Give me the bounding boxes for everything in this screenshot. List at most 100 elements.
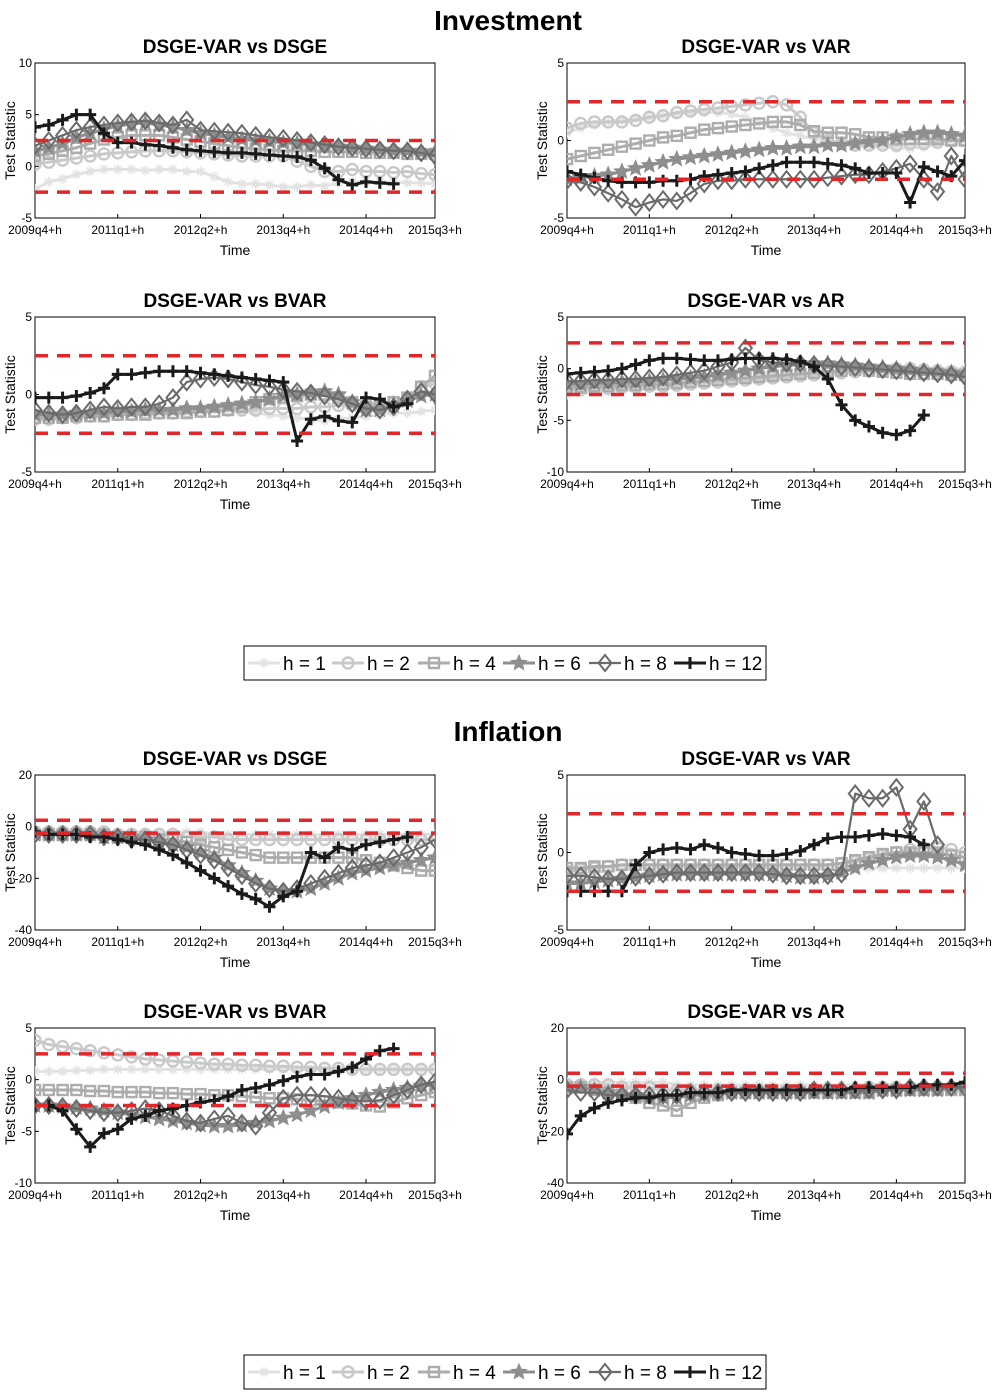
data-point xyxy=(832,135,851,153)
data-point xyxy=(574,168,587,181)
data-point xyxy=(84,386,97,399)
y-tick-label: 10 xyxy=(19,56,33,70)
data-point xyxy=(84,1140,97,1153)
series-h8 xyxy=(567,777,946,889)
data-point xyxy=(372,400,388,420)
data-point xyxy=(345,162,359,177)
data-point xyxy=(316,868,333,888)
data-point xyxy=(277,150,290,162)
data-point xyxy=(181,166,192,177)
legend-marker xyxy=(597,1362,613,1382)
data-point xyxy=(862,420,875,433)
data-point xyxy=(110,1103,126,1123)
data-point xyxy=(753,162,766,175)
data-point xyxy=(123,112,140,132)
legend-marker xyxy=(341,1365,355,1379)
data-point xyxy=(360,391,373,404)
data-point xyxy=(601,115,615,129)
data-point xyxy=(193,1056,208,1070)
data-point xyxy=(35,1083,42,1097)
series-h12 xyxy=(567,827,930,898)
data-point xyxy=(166,849,179,862)
data-point xyxy=(180,1087,193,1101)
data-point xyxy=(671,109,682,120)
data-point xyxy=(402,408,413,419)
data-point xyxy=(805,137,823,155)
data-point xyxy=(96,397,112,417)
data-point xyxy=(780,848,793,861)
data-point xyxy=(97,127,110,140)
data-point xyxy=(249,1081,262,1094)
legend-entry: h = 2 xyxy=(332,1363,410,1384)
data-point xyxy=(125,1085,138,1099)
y-tick-label: 0 xyxy=(25,1073,32,1087)
data-point xyxy=(877,863,888,873)
data-point xyxy=(206,850,222,870)
data-point xyxy=(626,159,645,176)
data-point xyxy=(642,110,657,124)
data-point xyxy=(600,370,616,390)
data-point xyxy=(574,149,587,163)
data-point xyxy=(344,858,360,878)
data-point xyxy=(807,124,821,138)
data-point xyxy=(414,1062,428,1077)
data-point xyxy=(574,366,587,379)
data-point xyxy=(346,843,359,856)
plot-data xyxy=(567,1071,965,1140)
x-axis-label: Time xyxy=(220,1207,251,1223)
data-point xyxy=(957,367,965,387)
data-point xyxy=(125,368,138,381)
data-point xyxy=(669,365,685,385)
data-point xyxy=(110,113,126,133)
data-point xyxy=(602,364,615,377)
data-point xyxy=(305,179,316,190)
y-tick-label: -5 xyxy=(553,211,564,225)
data-point xyxy=(873,131,892,149)
data-point xyxy=(278,1064,289,1075)
data-point xyxy=(153,1104,166,1117)
data-point xyxy=(250,1064,261,1075)
data-point xyxy=(151,394,167,414)
section-title: Investment xyxy=(434,5,582,36)
x-tick-label: 2012q2+h xyxy=(174,935,228,949)
data-point xyxy=(874,360,891,380)
legend-entry: h = 1 xyxy=(248,654,326,675)
data-point xyxy=(615,1094,628,1107)
y-tick-label: 20 xyxy=(19,768,33,782)
x-tick-label: 2011q1+h xyxy=(623,477,676,491)
data-point xyxy=(698,123,711,136)
legend-label: h = 4 xyxy=(453,654,496,675)
data-point xyxy=(264,1064,275,1075)
data-point xyxy=(681,148,700,166)
data-point xyxy=(766,159,779,172)
data-point xyxy=(904,424,917,437)
data-point xyxy=(318,851,331,864)
data-point xyxy=(861,359,877,379)
data-point xyxy=(291,1070,304,1083)
data-point xyxy=(290,832,304,847)
data-point xyxy=(194,864,207,877)
data-point xyxy=(82,400,98,420)
data-point xyxy=(820,168,836,188)
data-point xyxy=(125,836,138,849)
data-point xyxy=(820,866,836,886)
data-point xyxy=(415,1088,428,1102)
data-point xyxy=(42,1083,55,1097)
legend-label: h = 2 xyxy=(367,1363,410,1384)
x-tick-label: 2013q4+h xyxy=(256,477,310,491)
data-point xyxy=(427,829,435,850)
series-line xyxy=(35,830,408,909)
data-point xyxy=(682,183,699,203)
data-point xyxy=(781,127,792,138)
data-point xyxy=(292,412,303,423)
data-point xyxy=(95,403,113,421)
panel-title: DSGE-VAR vs AR xyxy=(687,1002,845,1023)
data-point xyxy=(413,1075,429,1095)
data-point xyxy=(890,428,903,441)
data-point xyxy=(222,146,235,159)
data-point xyxy=(876,827,889,840)
data-point xyxy=(70,1083,83,1097)
data-point xyxy=(629,1091,642,1104)
y-tick-label: -5 xyxy=(553,413,564,427)
